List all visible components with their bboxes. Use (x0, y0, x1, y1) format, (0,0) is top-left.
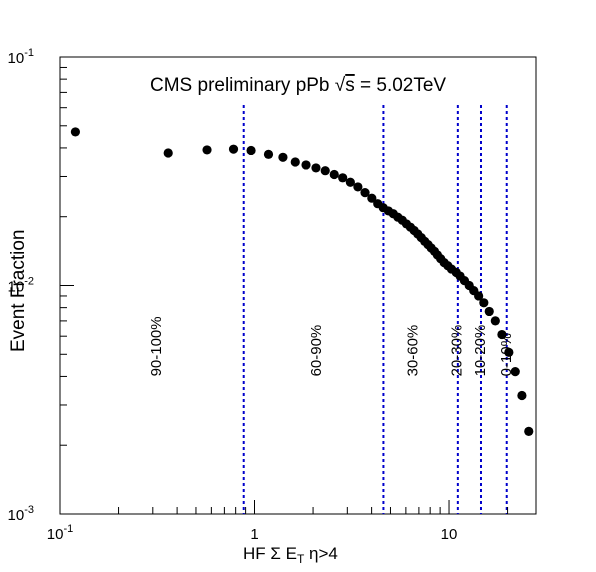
data-point (329, 169, 339, 180)
centrality-boundary-lines (242, 105, 508, 514)
data-point (474, 291, 484, 301)
data-point (479, 298, 489, 308)
data-point (311, 163, 321, 173)
data-point (517, 390, 527, 401)
data-point (510, 366, 520, 377)
data-point (367, 193, 377, 203)
data-point (202, 145, 212, 155)
data-point (246, 145, 256, 156)
x-axis-ticks: 10-1 1 10 (47, 500, 509, 543)
data-point (290, 157, 300, 167)
y-tick-label: 10-3 (8, 504, 34, 524)
data-point (497, 329, 507, 340)
region-label: 60-90% (308, 325, 325, 377)
data-point (263, 149, 274, 159)
data-point (338, 173, 348, 183)
data-point (278, 152, 288, 162)
centrality-region-labels: 90-100% 60-90% 30-60% 20-30% 10-20% 0-10% (148, 316, 515, 376)
sqrt-symbol: √ (335, 75, 346, 96)
y-axis-label: Event Fraction (8, 230, 29, 353)
y-axis-ticks: 10-3 10-2 10-1 (8, 47, 74, 524)
data-point (504, 347, 514, 357)
x-tick-label: 10-1 (47, 523, 73, 543)
sqrt-operand: s (345, 75, 355, 96)
region-label: 10-20% (472, 325, 489, 377)
chart-title: CMS preliminary pPb √s = 5.02TeV (150, 75, 446, 96)
x-tick-label: 10 (441, 526, 458, 543)
y-tick-label: 10-2 (8, 276, 34, 296)
data-point (353, 182, 363, 192)
plot-frame (59, 56, 537, 515)
data-point (320, 166, 330, 176)
data-point (524, 426, 534, 436)
region-label: 90-100% (148, 316, 165, 376)
data-point (301, 160, 311, 170)
data-point (490, 316, 500, 326)
y-tick-label: 10-1 (8, 47, 34, 67)
data-point (163, 148, 173, 158)
region-label: 30-60% (405, 325, 422, 377)
data-point (345, 177, 355, 187)
x-axis-label: HF Σ ET η>4 (243, 544, 338, 566)
data-point (360, 188, 370, 198)
data-point (228, 144, 239, 154)
region-label: 20-30% (449, 325, 466, 377)
data-point (484, 306, 494, 317)
region-label: 0-10% (498, 333, 515, 376)
data-point (70, 127, 81, 137)
data-points (70, 127, 534, 436)
x-tick-label: 1 (250, 526, 258, 543)
